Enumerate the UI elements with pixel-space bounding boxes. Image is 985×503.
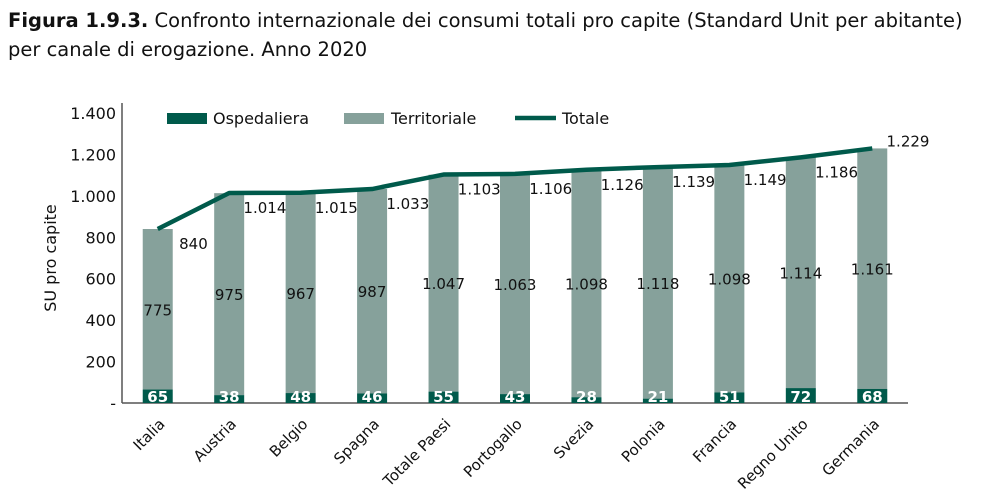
y-tick-label: 400 bbox=[85, 311, 116, 330]
ospedaliera-value-label: 68 bbox=[862, 388, 883, 406]
ospedaliera-value-label: 48 bbox=[290, 388, 311, 406]
figure-caption: Confronto internazionale dei consumi tot… bbox=[8, 9, 963, 61]
totale-value-label: 1.149 bbox=[744, 171, 787, 189]
y-tick-label: 1.000 bbox=[70, 187, 116, 206]
territoriale-value-label: 1.161 bbox=[851, 261, 894, 279]
ospedaliera-value-label: 38 bbox=[219, 388, 240, 406]
territoriale-value-label: 1.063 bbox=[494, 276, 537, 294]
totale-value-label: 1.033 bbox=[386, 195, 429, 213]
territoriale-value-label: 1.114 bbox=[779, 265, 822, 283]
legend-label-ospedaliera: Ospedaliera bbox=[213, 109, 309, 128]
ospedaliera-value-label: 43 bbox=[505, 388, 526, 406]
totale-value-label: 840 bbox=[179, 235, 208, 253]
bar-territoriale bbox=[785, 157, 816, 389]
bar-territoriale bbox=[642, 167, 673, 399]
totale-value-label: 1.015 bbox=[315, 199, 358, 217]
bar-territoriale bbox=[857, 148, 888, 389]
territoriale-value-label: 975 bbox=[215, 286, 244, 304]
y-tick-label: 800 bbox=[85, 228, 116, 247]
ospedaliera-value-label: 21 bbox=[647, 388, 668, 406]
bar-territoriale bbox=[214, 193, 245, 396]
y-tick-label: - bbox=[110, 394, 116, 413]
totale-value-label: 1.106 bbox=[529, 180, 572, 198]
territoriale-value-label: 987 bbox=[358, 283, 387, 301]
territoriale-value-label: 1.098 bbox=[565, 275, 608, 293]
territoriale-value-label: 1.098 bbox=[708, 271, 751, 289]
bar-territoriale bbox=[357, 189, 388, 394]
totale-value-label: 1.103 bbox=[458, 181, 501, 199]
bar-ospedaliera bbox=[714, 392, 745, 403]
legend-label-totale: Totale bbox=[561, 109, 609, 128]
x-tick-label: Totale Paesi bbox=[379, 415, 455, 491]
bar-ospedaliera bbox=[428, 391, 459, 403]
bar-territoriale bbox=[428, 174, 459, 392]
legend-swatch-territoriale bbox=[344, 113, 384, 124]
bar-territoriale bbox=[142, 229, 173, 390]
bar-ospedaliera bbox=[500, 394, 530, 403]
x-tick-label: Belgio bbox=[266, 415, 312, 461]
x-tick-label: Polonia bbox=[618, 415, 669, 466]
totale-line bbox=[156, 146, 873, 232]
ospedaliera-value-label: 46 bbox=[362, 388, 383, 406]
territoriale-value-label: 967 bbox=[286, 285, 315, 303]
bar-ospedaliera bbox=[357, 393, 388, 403]
ospedaliera-value-label: 72 bbox=[790, 388, 811, 406]
y-tick-label: 1.400 bbox=[70, 104, 116, 123]
bar-ospedaliera bbox=[142, 389, 173, 403]
totale-value-label: 1.014 bbox=[243, 199, 286, 217]
x-tick-label: Germania bbox=[818, 415, 883, 480]
x-tick-label: Svezia bbox=[550, 415, 597, 462]
totale-value-label: 1.186 bbox=[815, 163, 858, 181]
x-tick-label: Regno Unito bbox=[734, 415, 812, 493]
bar-ospedaliera bbox=[285, 393, 316, 403]
bar-territoriale bbox=[714, 164, 745, 393]
figure-title: Figura 1.9.3. Confronto internazionale d… bbox=[8, 6, 978, 64]
totale-value-label: 1.229 bbox=[887, 132, 930, 150]
y-tick-label: 600 bbox=[85, 270, 116, 289]
bar-ospedaliera bbox=[857, 388, 888, 403]
x-tick-label: Austria bbox=[190, 415, 240, 465]
legend-swatch-ospedaliera bbox=[167, 113, 207, 124]
legend-label-territoriale: Territoriale bbox=[390, 109, 476, 128]
x-tick-label: Italia bbox=[130, 415, 169, 454]
ospedaliera-value-label: 28 bbox=[576, 388, 597, 406]
territoriale-value-label: 1.118 bbox=[636, 275, 679, 293]
bar-ospedaliera bbox=[571, 397, 602, 403]
x-tick-label: Francia bbox=[689, 415, 740, 466]
ospedaliera-value-label: 65 bbox=[147, 388, 168, 406]
territoriale-value-label: 1.047 bbox=[422, 275, 465, 293]
ospedaliera-value-label: 55 bbox=[433, 388, 454, 406]
bar-territoriale bbox=[571, 169, 602, 398]
bar-ospedaliera bbox=[642, 398, 673, 403]
ospedaliera-value-label: 51 bbox=[719, 388, 740, 406]
bar-ospedaliera bbox=[214, 395, 245, 403]
x-tick-label: Portogallo bbox=[460, 415, 526, 481]
territoriale-value-label: 775 bbox=[143, 301, 172, 319]
totale-value-label: 1.126 bbox=[601, 176, 644, 194]
y-tick-label: 200 bbox=[85, 353, 116, 372]
bar-territoriale bbox=[285, 192, 316, 394]
bar-ospedaliera bbox=[785, 388, 816, 403]
y-axis-label: SU pro capite bbox=[41, 204, 60, 312]
totale-value-label: 1.139 bbox=[672, 173, 715, 191]
x-tick-label: Spagna bbox=[330, 415, 383, 468]
y-tick-label: 1.200 bbox=[70, 145, 116, 164]
bar-territoriale bbox=[500, 173, 530, 395]
figure-number: Figura 1.9.3. bbox=[8, 9, 149, 32]
